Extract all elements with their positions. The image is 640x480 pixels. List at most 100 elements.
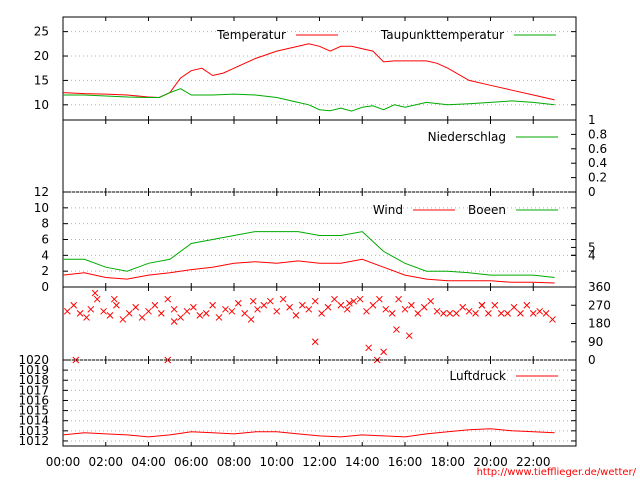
direction-marker <box>119 316 127 323</box>
y2-tick-label: 180 <box>588 317 611 331</box>
direction-marker <box>529 310 537 317</box>
direction-marker <box>427 297 435 305</box>
direction-marker <box>380 348 387 356</box>
series-line-wind <box>62 258 555 284</box>
direction-marker <box>549 316 556 323</box>
legend-label: Boeen <box>468 203 506 217</box>
direction-marker <box>337 301 345 309</box>
direction-marker <box>91 289 99 297</box>
direction-marker <box>311 297 319 305</box>
y-tick-label: 1014 <box>18 414 49 428</box>
y-tick-label: 1018 <box>18 373 49 387</box>
panel-pressure <box>62 359 577 447</box>
x-tick-label: 08:00 <box>217 455 252 469</box>
panel-wind <box>62 191 577 288</box>
series-line-taupunkttemperatur <box>63 88 555 112</box>
direction-marker <box>478 301 486 309</box>
direction-marker <box>517 310 524 317</box>
direction-marker <box>279 295 287 303</box>
y2-tick-label: 0 <box>588 185 596 199</box>
direction-marker <box>292 312 300 319</box>
direction-marker <box>145 307 152 315</box>
y-tick-label: 1019 <box>18 363 49 377</box>
direction-marker <box>157 310 165 317</box>
x-tick-label: 14:00 <box>345 455 380 469</box>
direction-marker <box>472 310 479 317</box>
y-tick-label: 20 <box>34 49 49 63</box>
direction-marker <box>241 310 249 317</box>
direction-marker <box>523 301 531 309</box>
x-tick-label: 18:00 <box>430 455 465 469</box>
y-tick-label: 1017 <box>18 383 49 397</box>
direction-marker <box>536 307 544 315</box>
direction-marker <box>228 307 236 315</box>
direction-marker <box>350 297 358 305</box>
y-tick-label: 0 <box>41 280 49 294</box>
direction-marker <box>465 307 473 315</box>
direction-marker <box>151 301 159 309</box>
x-tick-label: 04:00 <box>131 455 166 469</box>
series-line-temperatur <box>62 43 555 101</box>
direction-marker <box>510 303 518 311</box>
y-tick-label: 10 <box>34 201 49 215</box>
direction-marker <box>375 295 383 303</box>
legend-label: Niederschlag <box>428 130 506 144</box>
direction-marker <box>106 312 114 319</box>
direction-marker <box>183 307 191 315</box>
y-tick-label: 15 <box>34 73 49 87</box>
direction-marker <box>356 295 364 303</box>
direction-marker <box>87 305 95 313</box>
direction-marker <box>388 310 396 317</box>
direction-marker <box>266 297 274 305</box>
direction-marker <box>254 305 261 313</box>
panel-wind_direction <box>62 286 577 364</box>
direction-marker <box>485 310 492 317</box>
x-tick-label: 02:00 <box>88 455 123 469</box>
legend-label: Wind <box>373 203 403 217</box>
direction-marker <box>249 297 257 305</box>
direction-marker <box>138 314 146 321</box>
direction-marker <box>440 310 447 317</box>
y2-tick-label: 270 <box>588 298 611 312</box>
direction-marker <box>222 305 229 313</box>
legend-label: Taupunkttemperatur <box>380 28 504 42</box>
direction-marker <box>299 301 306 309</box>
x-tick-label: 22:00 <box>516 455 551 469</box>
y-tick-label: 1015 <box>18 404 49 418</box>
x-tick-label: 12:00 <box>302 455 337 469</box>
y-tick-label: 25 <box>34 25 49 39</box>
direction-marker <box>497 310 505 317</box>
direction-marker <box>331 295 338 303</box>
direction-marker <box>247 316 255 323</box>
direction-marker <box>346 299 353 307</box>
direction-marker <box>70 301 78 309</box>
direction-marker <box>83 314 90 321</box>
direction-marker <box>190 303 197 311</box>
direction-marker <box>452 310 460 317</box>
y2-tick-label: 0.2 <box>588 171 607 185</box>
direction-marker <box>132 303 140 311</box>
series-line-boeen <box>63 231 555 278</box>
y2-tick-label: 5 <box>588 240 596 254</box>
direction-marker <box>363 307 370 315</box>
y-tick-label: 10 <box>34 98 49 112</box>
x-tick-label: 00:00 <box>46 455 81 469</box>
y2-tick-label: 90 <box>588 335 603 349</box>
direction-marker <box>170 318 178 325</box>
direction-marker <box>76 310 84 317</box>
direction-marker <box>369 301 377 309</box>
direction-marker <box>202 310 210 317</box>
direction-marker <box>63 307 71 315</box>
y-tick-label: 12 <box>34 185 49 199</box>
credit-link: http://www.tiefflieger.de/wetter/ <box>477 467 637 478</box>
x-tick-label: 06:00 <box>174 455 209 469</box>
direction-marker <box>234 299 242 307</box>
series-line-luftdruck <box>62 428 555 438</box>
direction-marker <box>395 295 402 303</box>
direction-marker <box>113 301 120 309</box>
direction-marker <box>401 305 409 313</box>
y-tick-label: 1012 <box>18 434 49 448</box>
direction-marker <box>100 307 107 315</box>
y-tick-label: 4 <box>41 248 49 262</box>
